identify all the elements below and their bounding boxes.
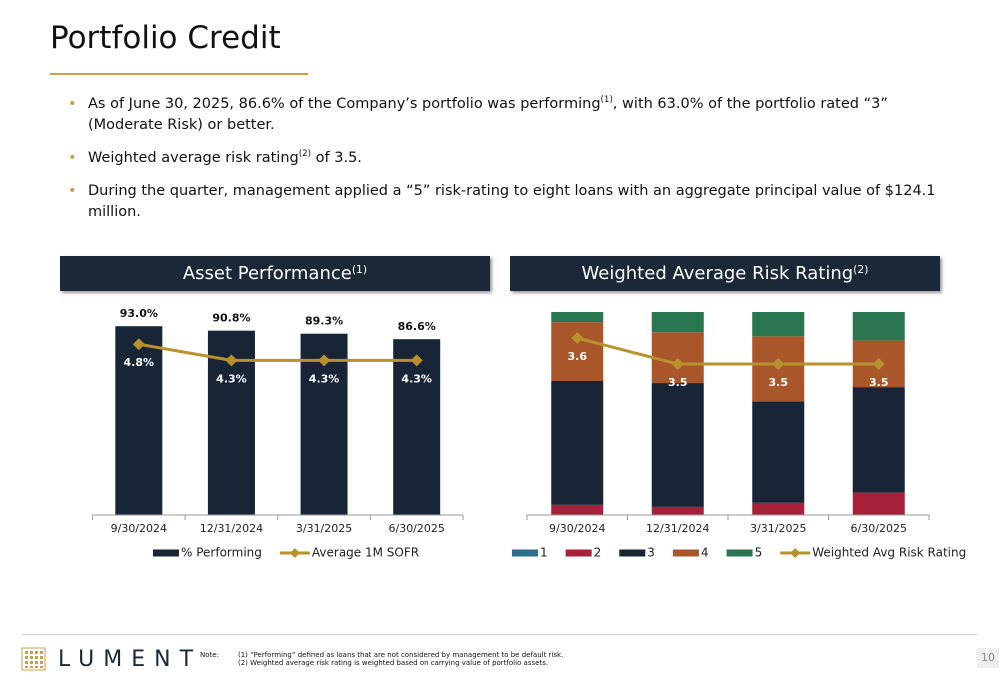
legend-swatch — [512, 549, 538, 557]
x-tick-label: 3/31/2025 — [750, 522, 806, 535]
legend-label: 1 — [540, 546, 548, 560]
note: (1) “Performing” defined as loans that a… — [238, 651, 564, 659]
note-label: Note: — [200, 651, 219, 659]
x-tick-label: 12/31/2024 — [646, 522, 709, 535]
bar — [651, 332, 704, 384]
line-marker — [772, 358, 785, 371]
line-label: 3.5 — [668, 376, 688, 389]
chart-title: Asset Performance — [182, 263, 352, 284]
title-rule — [50, 73, 308, 75]
bar — [752, 401, 805, 503]
bar — [551, 322, 604, 382]
notes: (1) “Performing” defined as loans that a… — [238, 651, 563, 667]
bar — [651, 312, 704, 333]
bullet: Weighted average risk rating(2) of 3.5. — [68, 148, 948, 169]
x-tick-label: 6/30/2025 — [851, 522, 907, 535]
bullet-text: , with 63.0% of the portfolio rated “3” … — [88, 96, 888, 133]
note: (2) Weighted average risk rating is weig… — [238, 659, 549, 667]
page-number: 10 — [977, 648, 999, 668]
legend-label: 2 — [594, 546, 602, 560]
line — [138, 342, 417, 362]
bar — [651, 506, 704, 515]
bullet-list: As of June 30, 2025, 86.6% of the Compan… — [68, 94, 948, 235]
legend-label: Average 1M SOFR — [312, 546, 419, 560]
legend-label: % Performing — [181, 546, 262, 560]
bar — [752, 312, 805, 337]
legend-label: 3 — [647, 546, 655, 560]
bar — [393, 339, 441, 515]
bar-label: 93.0% — [120, 307, 158, 320]
footer-rule — [22, 634, 977, 635]
chart-title-sup: (2) — [853, 263, 869, 276]
x-tick-label: 9/30/2024 — [549, 522, 605, 535]
legend-label: Weighted Avg Risk Rating — [812, 546, 966, 560]
logo-icon — [21, 647, 46, 671]
logo: LUMENT — [58, 647, 203, 672]
bar — [551, 381, 604, 505]
bar — [752, 502, 805, 515]
chart-title: Weighted Average Risk Rating — [581, 263, 854, 284]
line-marker — [410, 354, 423, 367]
chart-header: Weighted Average Risk Rating(2) — [510, 256, 940, 291]
legend-swatch — [672, 549, 699, 557]
line-label: 4.8% — [124, 356, 155, 369]
bar-label: 89.3% — [305, 315, 343, 328]
bar — [551, 312, 604, 323]
bullet-text: Weighted average risk rating — [88, 150, 299, 166]
line-label: 3.6 — [568, 350, 588, 363]
line-marker — [132, 338, 145, 351]
line-marker — [671, 358, 684, 371]
legend-swatch — [726, 549, 753, 557]
bar — [551, 504, 604, 515]
line-marker — [318, 354, 331, 367]
bullet-text: As of June 30, 2025, 86.6% of the Compan… — [88, 96, 601, 112]
line — [576, 336, 879, 366]
bar — [852, 492, 905, 515]
title: Portfolio Credit — [50, 20, 281, 56]
line-label: 3.5 — [869, 376, 889, 389]
x-tick-label: 9/30/2024 — [111, 522, 167, 535]
bullet: During the quarter, management applied a… — [68, 181, 948, 223]
legend-swatch — [619, 549, 646, 557]
line-marker — [872, 358, 885, 371]
line-label: 4.3% — [309, 372, 340, 385]
x-tick-label: 6/30/2025 — [388, 522, 444, 535]
line-label: 3.5 — [769, 376, 789, 389]
line-label: 4.3% — [216, 372, 247, 385]
line-marker — [571, 332, 584, 345]
bullet-text: of 3.5. — [311, 150, 362, 166]
legend-label: 5 — [755, 546, 763, 560]
legend-marker — [289, 548, 300, 558]
x-tick-label: 3/31/2025 — [296, 522, 352, 535]
bullet: As of June 30, 2025, 86.6% of the Compan… — [68, 94, 948, 136]
bar — [852, 387, 905, 493]
bar — [852, 312, 905, 341]
legend-swatch — [153, 549, 179, 557]
legend-swatch — [565, 549, 592, 557]
bar-label: 86.6% — [398, 320, 436, 333]
x-tick-label: 12/31/2024 — [200, 522, 263, 535]
footnote-ref: (1) — [600, 95, 613, 105]
chart-title-sup: (1) — [351, 263, 368, 276]
bullet-text: During the quarter, management applied a… — [88, 183, 936, 220]
line-marker — [225, 354, 238, 367]
legend-label: 4 — [701, 546, 709, 560]
line-label: 4.3% — [401, 372, 432, 385]
bar — [115, 326, 163, 515]
bar-label: 90.8% — [212, 312, 250, 325]
legend-marker — [790, 548, 801, 558]
bar — [651, 383, 704, 507]
chart-header: Asset Performance(1) — [60, 256, 490, 291]
footnote-ref: (2) — [298, 149, 312, 159]
